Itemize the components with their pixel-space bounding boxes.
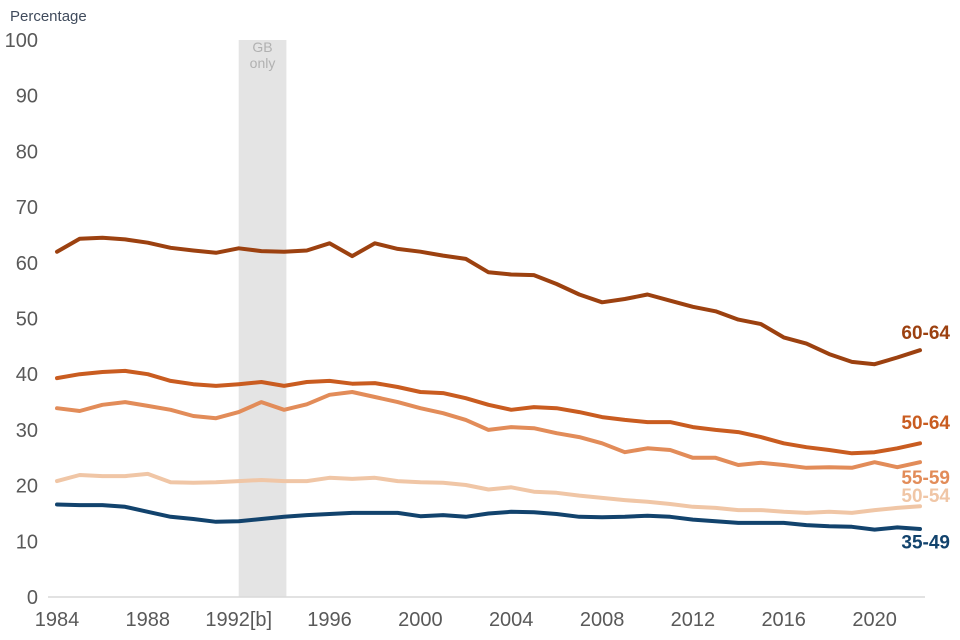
- y-tick-label: 40: [16, 364, 38, 386]
- series-line-50-54: [55, 471, 922, 515]
- y-tick-label: 70: [16, 197, 38, 219]
- series-label-50-54: 50-54: [901, 486, 950, 507]
- y-tick-label: 80: [16, 141, 38, 163]
- y-tick-label: 20: [16, 476, 38, 498]
- x-tick-label: 1988: [126, 609, 171, 631]
- x-tick-label: 2016: [761, 609, 806, 631]
- series-label-60-64: 60-64: [901, 323, 950, 344]
- gb-only-band-label: only: [250, 55, 276, 71]
- x-tick-label: 1996: [307, 609, 352, 631]
- x-axis: 1984 1988 1992[b] 1996 2000 2004 2008 2012 2016 2…: [35, 596, 925, 631]
- x-tick-label: 1992[b]: [205, 609, 272, 631]
- gb-only-band-rect: [238, 40, 287, 597]
- y-tick-label: 0: [27, 587, 38, 609]
- y-tick-label: 90: [16, 86, 38, 108]
- x-tick-label: 2008: [580, 609, 625, 631]
- series-lines: [55, 235, 922, 532]
- y-tick-label: 50: [16, 309, 38, 331]
- y-tick-label: 60: [16, 253, 38, 275]
- series-label-35-49: 35-49: [901, 533, 950, 554]
- x-tick-label: 2012: [671, 609, 716, 631]
- y-axis-ticks: 0 10 20 30 40 50 60 70 80 90 100: [5, 30, 38, 609]
- y-tick-label: 30: [16, 420, 38, 442]
- series-line-60-64: [55, 235, 922, 367]
- series-line-35-49: [55, 502, 922, 532]
- y-tick-label: 10: [16, 531, 38, 553]
- y-axis-title: Percentage: [10, 8, 87, 25]
- x-tick-label: 1984: [35, 609, 80, 631]
- x-tick-label: 2000: [398, 609, 443, 631]
- series-line-50-64: [55, 368, 922, 456]
- x-tick-label: 2020: [852, 609, 897, 631]
- gb-only-band-label: GB: [252, 39, 272, 55]
- series-label-55-59: 55-59: [901, 468, 950, 489]
- series-line-55-59: [55, 390, 922, 470]
- y-tick-label: 100: [5, 30, 38, 52]
- x-tick-label: 2004: [489, 609, 534, 631]
- series-label-50-64: 50-64: [901, 413, 950, 434]
